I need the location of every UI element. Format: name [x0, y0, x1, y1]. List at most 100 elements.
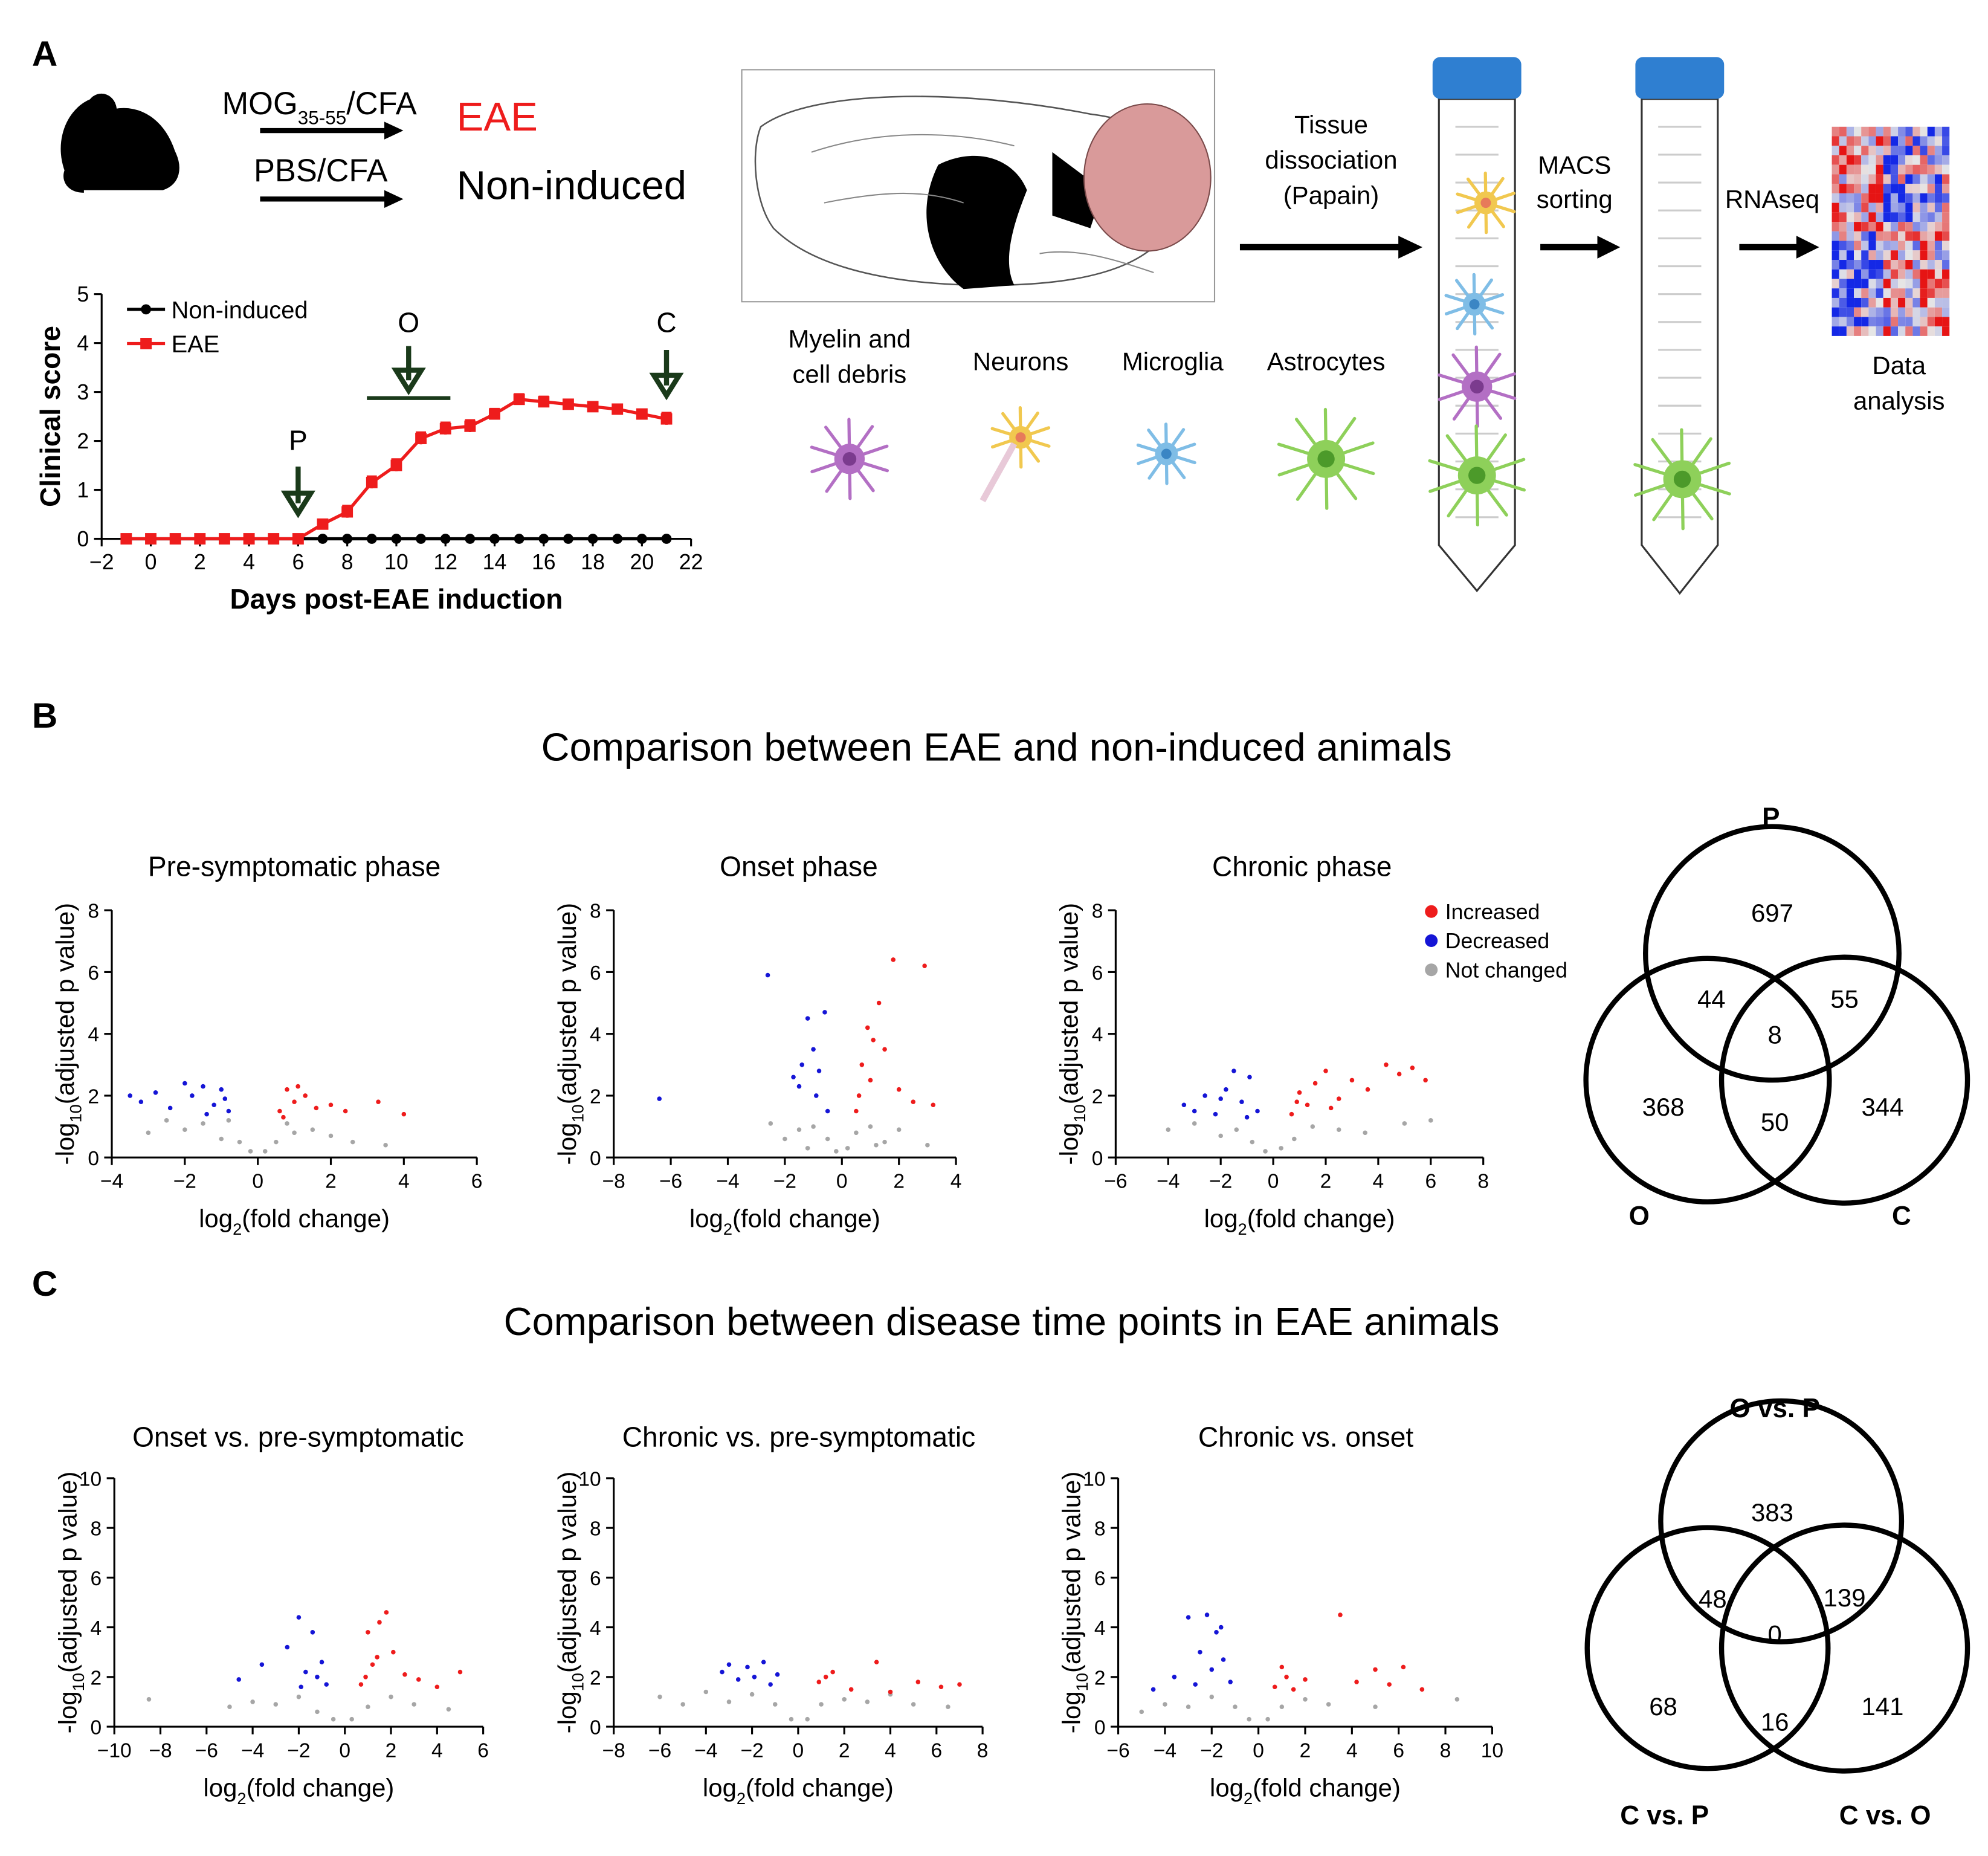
label-part: (adjusted p value): [1057, 1472, 1086, 1673]
point: [138, 1099, 144, 1104]
marker: [145, 533, 157, 545]
point: [1279, 1664, 1285, 1670]
point: [825, 1108, 830, 1114]
point: [1402, 1121, 1407, 1126]
region-count: 55: [1830, 985, 1859, 1014]
heat-cell: [1846, 126, 1854, 137]
nucleus: [1673, 470, 1691, 488]
label-part: -log: [1054, 1123, 1083, 1165]
marker: [366, 534, 377, 544]
heat-cell: [1831, 241, 1839, 251]
heat-cell: [1883, 241, 1891, 251]
point: [882, 1139, 887, 1145]
heat-cell: [1890, 326, 1899, 336]
x-tick-label: 6: [1393, 1739, 1404, 1762]
treatment-agent: MOG35-55/CFA: [222, 86, 417, 129]
point: [761, 1660, 766, 1664]
heat-cell: [1831, 279, 1839, 289]
heat-cell: [1868, 307, 1876, 317]
point: [1172, 1675, 1177, 1680]
heat-cell: [1927, 193, 1935, 203]
heat-cell: [1839, 164, 1847, 175]
point: [720, 1669, 725, 1675]
x-tick-label: 6: [471, 1171, 483, 1193]
heat-cell: [1876, 202, 1883, 213]
heat-cell: [1876, 222, 1883, 231]
label-part: log: [689, 1204, 723, 1233]
point: [842, 1697, 847, 1702]
x-tick-label: 14: [483, 550, 507, 574]
heat-cell: [1920, 269, 1928, 279]
x-tick-label: 8: [1477, 1171, 1489, 1193]
heat-cell: [1861, 184, 1869, 193]
heat-cell: [1831, 136, 1839, 146]
heat-cell: [1831, 250, 1839, 260]
heat-cell: [1942, 231, 1950, 241]
x-tick-label: 4: [1373, 1171, 1384, 1193]
heat-cell: [1890, 250, 1899, 260]
heat-cell: [1942, 222, 1950, 231]
point: [865, 1699, 870, 1704]
point: [375, 1655, 379, 1660]
point: [799, 1062, 804, 1067]
region-count: 344: [1861, 1093, 1903, 1121]
heat-cell: [1861, 222, 1869, 231]
heat-cell: [1846, 260, 1854, 270]
heat-cell: [1846, 146, 1854, 155]
heat-cell: [1912, 202, 1920, 213]
marker: [439, 422, 451, 435]
heat-cell: [1846, 297, 1854, 308]
x-tick-label: −2: [1209, 1171, 1232, 1193]
point: [680, 1702, 685, 1707]
label-part: log: [703, 1773, 737, 1802]
point: [343, 1108, 348, 1114]
point: [295, 1084, 300, 1089]
heat-cell: [1898, 136, 1906, 146]
x-tick-label: 12: [433, 550, 457, 574]
cell-label: Myelin and: [788, 325, 911, 353]
region-count: 50: [1761, 1108, 1789, 1136]
point: [236, 1677, 242, 1682]
point: [201, 1084, 205, 1089]
marker: [513, 393, 525, 406]
point: [1428, 1118, 1433, 1123]
point: [310, 1630, 315, 1635]
point: [1198, 1649, 1202, 1655]
heat-cell: [1831, 212, 1839, 222]
heat-cell: [1927, 231, 1935, 241]
heat-cell: [1854, 193, 1862, 203]
point: [775, 1672, 780, 1677]
heat-cell: [1905, 250, 1913, 260]
heat-cell: [1905, 146, 1913, 155]
heat-cell: [1890, 307, 1899, 317]
heat-cell: [1890, 317, 1899, 327]
heat-cell: [1927, 202, 1935, 213]
heat-cell: [1920, 146, 1928, 155]
point: [277, 1108, 282, 1114]
heat-cell: [1839, 288, 1847, 298]
heat-cell: [1831, 307, 1839, 317]
cell-label: Astrocytes: [1267, 348, 1386, 376]
x-tick-label: −4: [241, 1739, 264, 1762]
heat-cell: [1934, 164, 1943, 175]
point: [1303, 1677, 1308, 1682]
marker: [612, 534, 623, 544]
marker: [489, 408, 500, 420]
heat-cell: [1883, 260, 1891, 270]
heat-cell: [1890, 241, 1899, 251]
heat-cell: [1934, 202, 1943, 213]
x-tick-label: −4: [1157, 1171, 1180, 1193]
heat-cell: [1854, 126, 1862, 137]
point: [402, 1672, 407, 1677]
heat-cell: [1934, 326, 1943, 336]
point: [796, 1084, 802, 1089]
region-count: 0: [1768, 1620, 1782, 1649]
point: [1410, 1065, 1415, 1070]
point: [310, 1127, 315, 1132]
point: [127, 1093, 132, 1098]
heat-cell: [1905, 184, 1913, 193]
point: [299, 1684, 304, 1690]
marker: [366, 476, 378, 488]
heat-cell: [1861, 146, 1869, 155]
heat-cell: [1854, 164, 1862, 175]
